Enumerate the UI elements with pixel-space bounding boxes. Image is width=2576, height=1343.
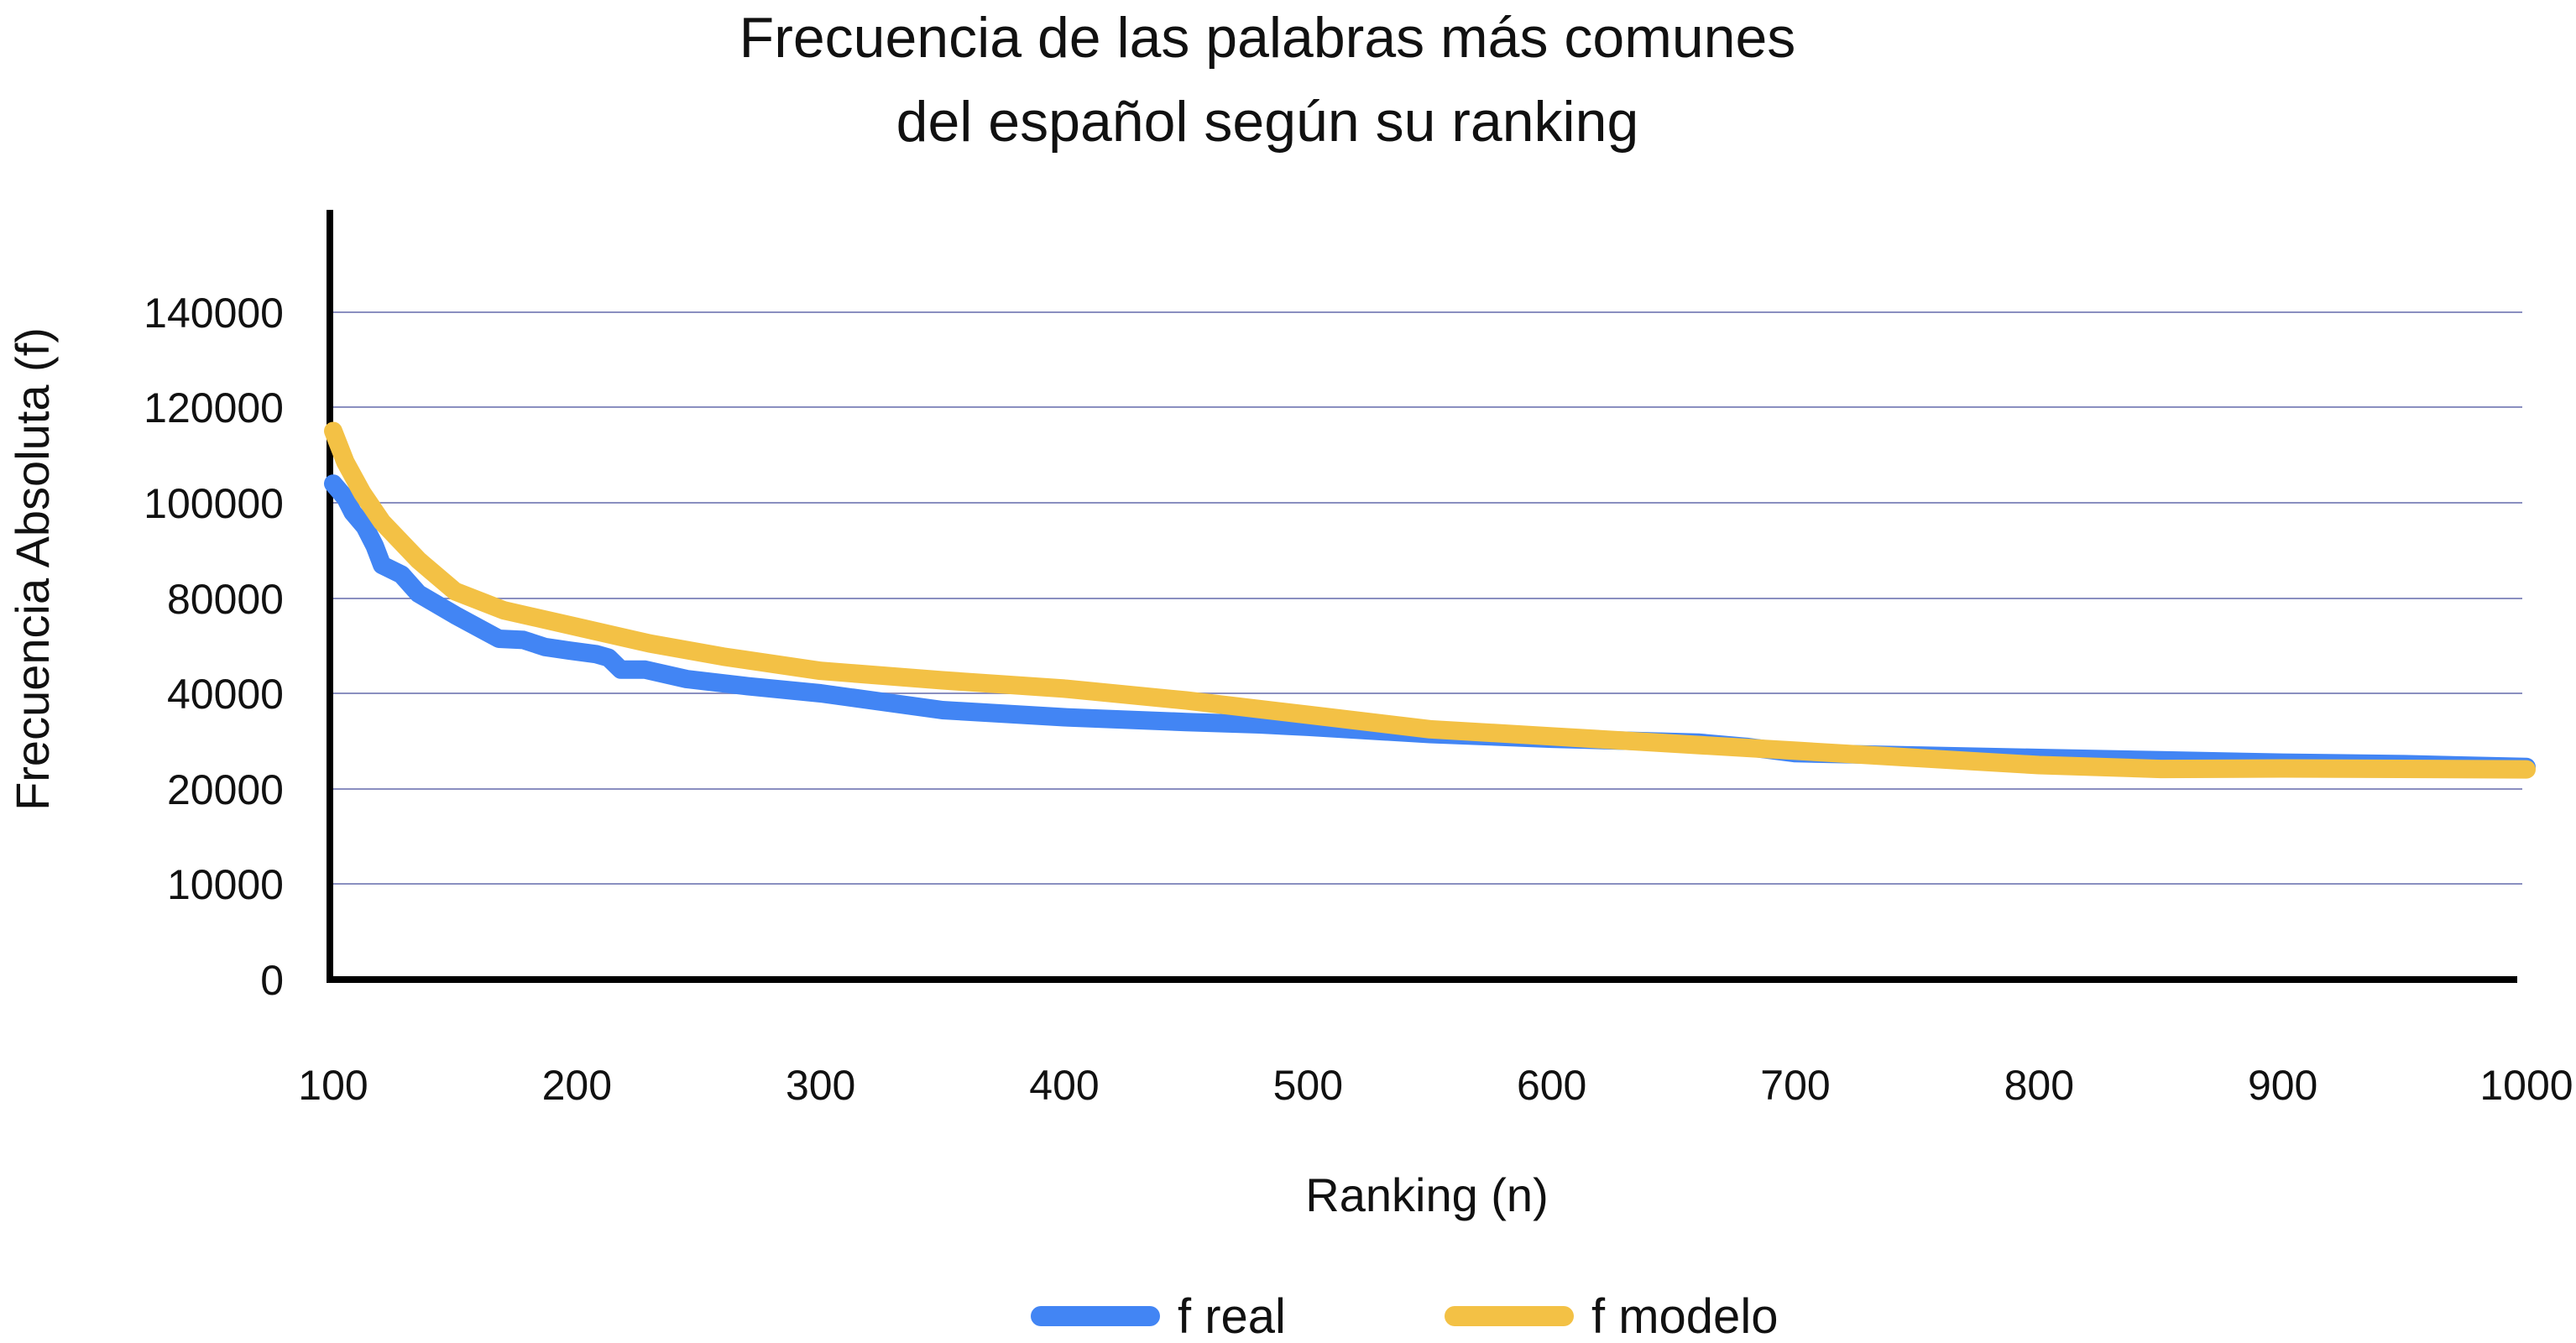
x-tick-label: 600 — [1517, 1062, 1586, 1109]
x-tick-label: 200 — [542, 1062, 612, 1109]
y-tick-label: 10000 — [167, 861, 284, 908]
x-tick-label: 400 — [1029, 1062, 1099, 1109]
x-tick-label: 700 — [1760, 1062, 1830, 1109]
x-axis-tick-labels: 100 200 300 400 500 600 700 800 900 1000 — [298, 1062, 2573, 1109]
x-tick-label: 300 — [786, 1062, 855, 1109]
series-line-f-modelo — [324, 421, 2536, 779]
y-tick-label: 40000 — [167, 671, 284, 718]
y-axis-title: Frecuencia Absoluta (f) — [6, 327, 59, 811]
legend-label-f-modelo: f modelo — [1591, 1289, 1778, 1343]
x-tick-label: 500 — [1273, 1062, 1343, 1109]
y-tick-label: 120000 — [144, 384, 284, 431]
x-tick-label: 900 — [2248, 1062, 2317, 1109]
legend-label-f-real: f real — [1178, 1289, 1286, 1343]
chart-title-line-2: del español según su ranking — [896, 90, 1639, 154]
y-tick-label: 80000 — [167, 576, 284, 623]
y-tick-label: 100000 — [144, 480, 284, 527]
y-tick-label: 20000 — [167, 766, 284, 813]
chart-title-line-1: Frecuencia de las palabras más comunes — [739, 6, 1796, 70]
series-lines — [324, 421, 2536, 779]
y-tick-label: 0 — [260, 957, 284, 1004]
gridlines — [333, 311, 2522, 885]
x-tick-label: 800 — [2004, 1062, 2074, 1109]
x-tick-label: 100 — [298, 1062, 368, 1109]
y-tick-label: 140000 — [144, 290, 284, 337]
y-axis-tick-labels: 0 10000 20000 40000 80000 100000 120000 140000 — [144, 290, 284, 1004]
x-axis-title: Ranking (n) — [1305, 1168, 1548, 1221]
x-tick-label: 1000 — [2479, 1062, 2573, 1109]
legend: f real f modelo — [1031, 1289, 1778, 1343]
